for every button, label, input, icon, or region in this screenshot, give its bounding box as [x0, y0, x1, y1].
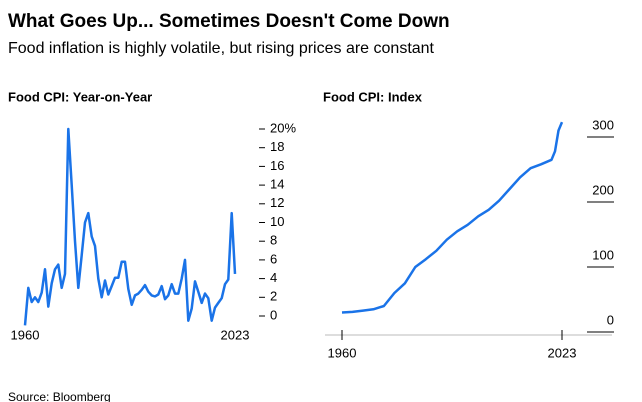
y-tick-label: 0 [270, 307, 277, 322]
x-tick-label: 2023 [548, 345, 577, 360]
y-tick-label: 14 [270, 177, 284, 192]
title: What Goes Up... Sometimes Doesn't Come D… [8, 11, 450, 32]
x-tick-label: 1960 [328, 345, 357, 360]
source: Source: Bloomberg [8, 390, 111, 402]
y-tick-label: 20% [270, 120, 296, 135]
y-tick-label: 4 [270, 270, 277, 285]
y-tick-label: 0 [607, 312, 614, 327]
y-tick-label: 200 [592, 182, 614, 197]
y-tick-label: 16 [270, 158, 284, 173]
chart-title: Food CPI: Index [323, 89, 423, 104]
data-line [23, 127, 237, 326]
subtitle: Food inflation is highly volatile, but r… [8, 40, 435, 57]
y-tick-label: 12 [270, 195, 284, 210]
y-tick-label: 300 [592, 117, 614, 132]
y-tick-label: 8 [270, 233, 277, 248]
x-tick-label: 2023 [221, 327, 250, 342]
data-line [341, 121, 564, 314]
y-tick-label: 6 [270, 251, 277, 266]
x-tick-label: 1960 [11, 327, 40, 342]
y-tick-label: 100 [592, 247, 614, 262]
y-tick-label: 10 [270, 214, 284, 229]
y-tick-label: 18 [270, 139, 284, 154]
chart-title: Food CPI: Year-on-Year [8, 89, 152, 104]
y-tick-label: 2 [270, 289, 277, 304]
